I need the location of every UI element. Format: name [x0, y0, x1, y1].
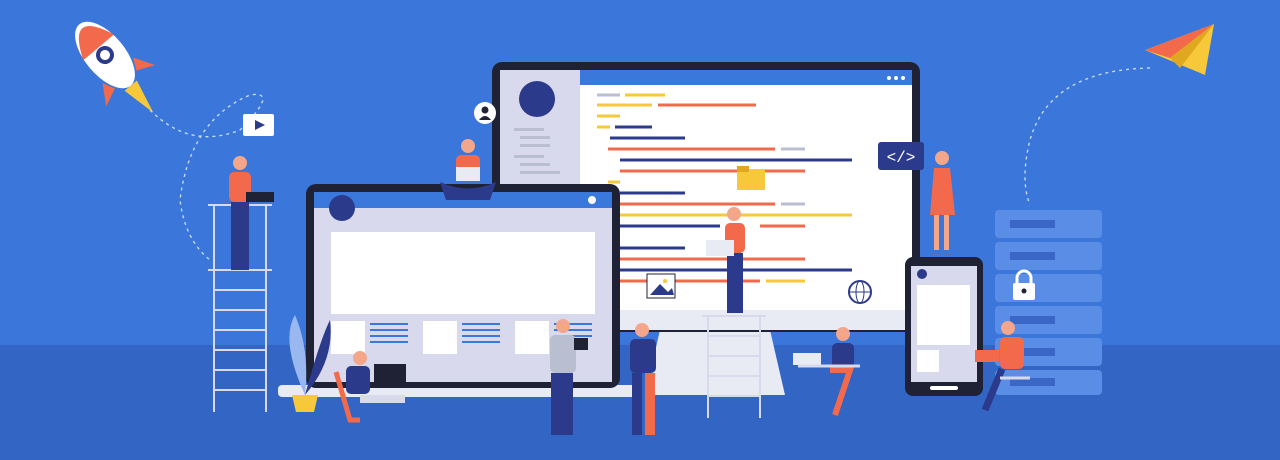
- person-laptop-chair: [793, 327, 860, 416]
- rocket-trail: [149, 93, 264, 261]
- person-standing-podium: [706, 207, 745, 313]
- paper-plane-icon: [1145, 24, 1214, 75]
- globe-icon: [848, 280, 872, 304]
- user-icon: [474, 102, 496, 124]
- person-talking: [630, 323, 656, 435]
- code-icon: </>: [878, 142, 924, 170]
- plant-icon: [289, 315, 331, 412]
- person-sitting-top: [440, 139, 496, 200]
- person-woman-code: [930, 151, 955, 250]
- play-icon: [243, 114, 274, 136]
- plane-trail: [1024, 67, 1151, 206]
- folder-icon: [737, 166, 765, 190]
- person-tablet: [550, 319, 588, 435]
- image-icon: [646, 273, 676, 299]
- rocket-icon: [75, 21, 156, 113]
- svg-text:</>: </>: [887, 149, 916, 167]
- ladder-middle: [702, 315, 766, 418]
- front-monitor: [278, 184, 638, 397]
- lock-icon: [1013, 269, 1035, 300]
- person-ladder-left: [229, 156, 274, 270]
- person-stool-right: [975, 321, 1030, 412]
- person-desk-left: [333, 351, 406, 423]
- phone: [905, 257, 983, 396]
